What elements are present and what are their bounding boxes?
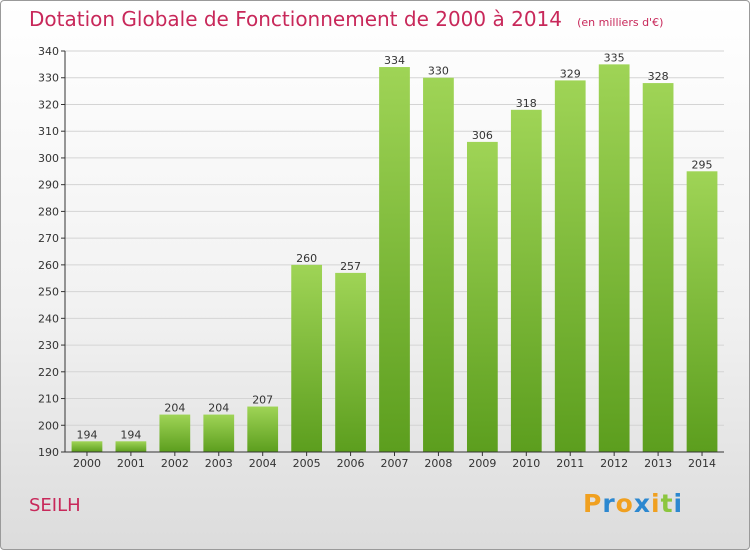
y-tick-label: 230: [38, 339, 59, 352]
y-tick-label: 290: [38, 179, 59, 192]
bar-value-label: 329: [560, 67, 581, 80]
y-tick-label: 340: [38, 45, 59, 58]
bar-value-label: 306: [472, 129, 493, 142]
axes: 190 200 210 220 230 240 250 260 270 280 290 300 310 3…: [38, 45, 724, 470]
bar-value-label: 257: [340, 260, 361, 273]
y-tick-label: 220: [38, 366, 59, 379]
x-tick-label: 2008: [424, 457, 452, 470]
bar-value-label: 207: [252, 394, 273, 407]
bar: [554, 80, 586, 452]
y-tick-label: 210: [38, 393, 59, 406]
y-tick-label: 270: [38, 232, 59, 245]
x-tick-label: 2004: [249, 457, 277, 470]
bar-value-label: 194: [120, 428, 141, 441]
logo-letter: r: [602, 489, 616, 518]
logo-letter: P: [583, 489, 603, 518]
bar: [379, 67, 410, 452]
bar-value-label: 335: [604, 51, 625, 64]
logo-letter: t: [660, 489, 674, 518]
proxiti-logo: Proxiti: [583, 489, 683, 518]
x-tick-label: 2014: [688, 457, 716, 470]
y-tick-label: 200: [38, 419, 59, 432]
x-tick-label: 2005: [293, 457, 321, 470]
x-tick-label: 2003: [205, 457, 233, 470]
bar-value-label: 204: [208, 402, 229, 415]
bar: [466, 141, 498, 453]
x-tick-label: 2007: [381, 457, 409, 470]
bar: [203, 414, 235, 452]
bar: [510, 109, 542, 453]
x-tick-label: 2013: [644, 457, 672, 470]
commune-name: SEILH: [29, 495, 81, 516]
x-tick-label: 2009: [468, 457, 496, 470]
y-tick-label: 330: [38, 72, 59, 85]
y-tick-label: 260: [38, 259, 59, 272]
y-tick-label: 250: [38, 286, 59, 299]
x-tick-label: 2006: [337, 457, 365, 470]
y-tick-label: 310: [38, 125, 59, 138]
bar-value-label: 260: [296, 252, 317, 265]
bar: [598, 64, 630, 452]
bar-value-label: 318: [516, 97, 537, 110]
y-tick-label: 300: [38, 152, 59, 165]
logo-letter: x: [633, 489, 651, 518]
x-tick-label: 2000: [73, 457, 101, 470]
bar: [159, 414, 191, 452]
logo-letter: i: [673, 489, 684, 518]
chart-subtitle: (en milliers d'€): [577, 16, 664, 29]
bar: [115, 441, 147, 452]
bar: [642, 83, 674, 452]
x-tick-label: 2012: [600, 457, 628, 470]
bar: [335, 272, 366, 452]
x-tick-label: 2001: [117, 457, 145, 470]
logo-letter: i: [651, 489, 661, 518]
bar-value-label: 328: [648, 70, 669, 83]
y-tick-label: 280: [38, 205, 59, 218]
chart-title-block: Dotation Globale de Fonctionnement de 20…: [29, 7, 663, 31]
y-tick-label: 320: [38, 98, 59, 111]
bar-value-label: 204: [164, 402, 185, 415]
bar: [686, 171, 718, 453]
bar: [291, 264, 323, 452]
x-tick-label: 2011: [556, 457, 584, 470]
bar: [423, 77, 454, 452]
x-tick-label: 2002: [161, 457, 189, 470]
bar-value-label: 295: [692, 158, 713, 171]
y-tick-label: 240: [38, 312, 59, 325]
chart-title: Dotation Globale de Fonctionnement de 20…: [29, 7, 562, 31]
bar-value-label: 194: [76, 428, 97, 441]
bar: [71, 441, 103, 452]
bars: 194 194 204 204 207 260 257 334 330 306 318 329 335 3…: [71, 51, 718, 453]
bar: [247, 406, 279, 452]
logo-letter: o: [615, 489, 634, 518]
y-tick-label: 190: [38, 446, 59, 459]
bar-value-label: 334: [384, 54, 405, 67]
bar-value-label: 330: [428, 65, 449, 78]
x-tick-label: 2010: [512, 457, 540, 470]
